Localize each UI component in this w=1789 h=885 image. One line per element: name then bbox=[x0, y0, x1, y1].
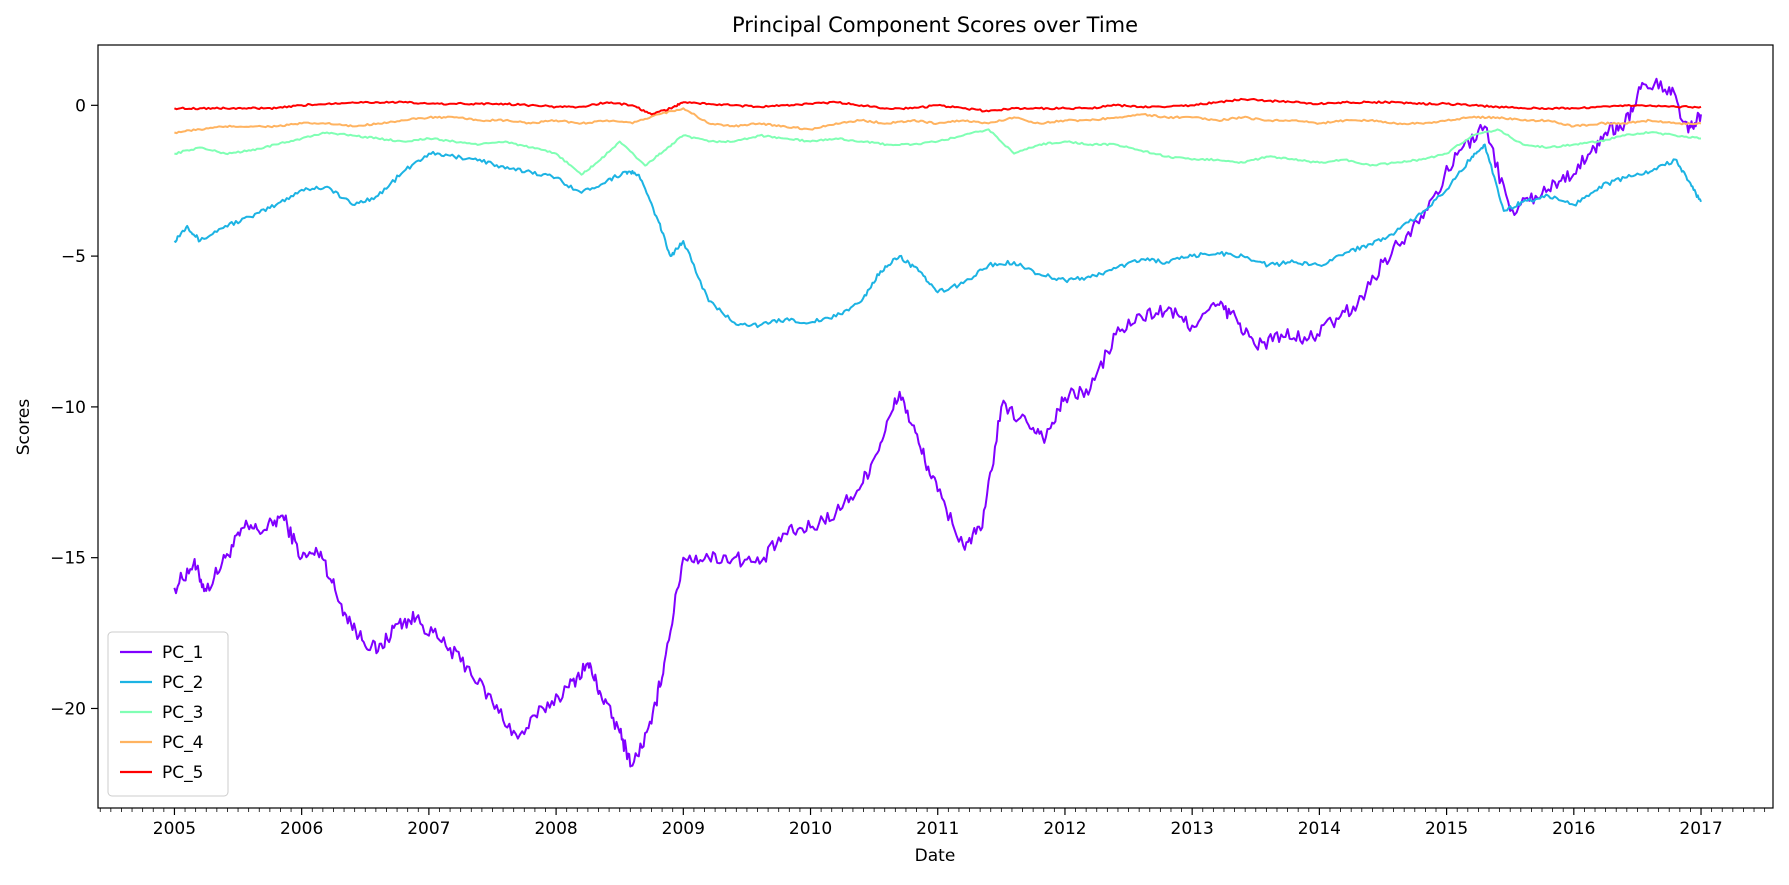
x-tick-label: 2015 bbox=[1425, 819, 1468, 839]
y-axis-label: Scores bbox=[14, 399, 34, 456]
legend-label-PC_4: PC_4 bbox=[162, 733, 203, 753]
x-tick-label: 2007 bbox=[407, 819, 450, 839]
x-tick-label: 2013 bbox=[1171, 819, 1214, 839]
series-line-PC_2 bbox=[173, 143, 1702, 329]
legend-label-PC_5: PC_5 bbox=[162, 763, 203, 783]
chart-title: Principal Component Scores over Time bbox=[732, 13, 1138, 37]
x-tick-label: 2005 bbox=[153, 819, 196, 839]
legend-label-PC_2: PC_2 bbox=[162, 673, 203, 693]
x-tick-label: 2011 bbox=[916, 819, 959, 839]
legend-label-PC_1: PC_1 bbox=[162, 643, 203, 663]
legend-label-PC_3: PC_3 bbox=[162, 703, 203, 723]
x-tick-label: 2017 bbox=[1679, 819, 1722, 839]
plot-area bbox=[98, 45, 1773, 808]
y-tick-label: −20 bbox=[50, 699, 86, 719]
x-tick-label: 2006 bbox=[280, 819, 323, 839]
series-line-PC_4 bbox=[174, 107, 1702, 135]
series-lines bbox=[173, 77, 1702, 768]
series-line-PC_3 bbox=[174, 128, 1701, 176]
x-tick-label: 2012 bbox=[1043, 819, 1086, 839]
x-tick-label: 2009 bbox=[662, 819, 705, 839]
x-axis: 2005 2006 2007 2008 2009 2010 2011 2012 2013 2014… bbox=[99, 808, 1766, 839]
series-line-PC_5 bbox=[174, 97, 1702, 116]
plot-border bbox=[97, 44, 1774, 809]
x-tick-label: 2014 bbox=[1298, 819, 1341, 839]
x-tick-label: 2010 bbox=[789, 819, 832, 839]
legend: PC_1 PC_2 PC_3 PC_4 PC_5 bbox=[107, 631, 229, 797]
x-axis-label: Date bbox=[915, 846, 956, 866]
legend-box bbox=[107, 631, 229, 797]
y-tick-label: −15 bbox=[50, 549, 86, 569]
y-axis: 0 −5 −10 −15 −20 bbox=[50, 96, 98, 719]
x-tick-label: 2016 bbox=[1552, 819, 1595, 839]
x-tick-label: 2008 bbox=[534, 819, 577, 839]
y-tick-label: −5 bbox=[61, 247, 86, 267]
y-tick-label: −10 bbox=[50, 398, 86, 418]
series-line-PC_1 bbox=[173, 77, 1702, 768]
y-tick-label: 0 bbox=[75, 96, 86, 116]
